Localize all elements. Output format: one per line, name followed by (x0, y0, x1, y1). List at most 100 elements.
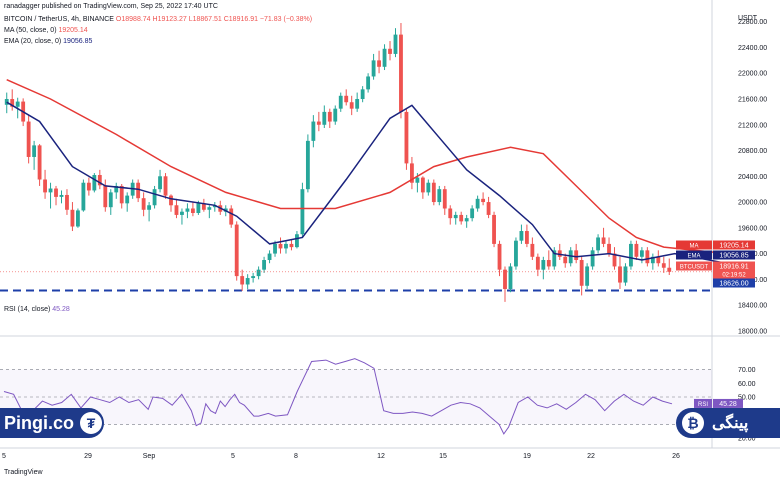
tether-coin-icon: ₮ (80, 412, 103, 434)
candle-body (327, 111, 332, 122)
candle-body (201, 203, 206, 210)
candle-body (141, 198, 146, 210)
candle-body (618, 266, 622, 283)
x-tick-label: 22 (587, 453, 595, 460)
candle-body (503, 269, 507, 289)
candle-body (163, 176, 168, 196)
candle-body (437, 189, 442, 203)
candle-body (256, 269, 261, 277)
candle-body (26, 121, 31, 157)
candle-body (415, 177, 420, 183)
candle-body (196, 203, 201, 213)
candle-body (152, 189, 157, 206)
price-tag-value-bg (713, 250, 755, 260)
pingi-brand-badge: Pingi.co ₮ (0, 408, 104, 438)
candle-body (650, 256, 655, 264)
x-tick-label: 5 (2, 453, 6, 460)
candle-body (284, 243, 288, 249)
candle-body (322, 111, 327, 125)
candle-body (464, 218, 469, 222)
candle-body (10, 99, 15, 107)
candle-body (486, 202, 491, 215)
ohlc-values: O18988.74 H19123.27 L18867.51 C18916.91 … (115, 16, 313, 23)
candle-body (305, 140, 310, 190)
candle-body (481, 198, 486, 203)
price-tag-value: 19056.85 (719, 253, 748, 260)
candle-body (645, 250, 650, 264)
price-tag-value-bg (713, 261, 755, 279)
candle-body (190, 208, 195, 213)
pingi-persian-brand-badge: ₿ پینگی (676, 408, 780, 438)
candle-body (470, 208, 475, 219)
candle-body (81, 182, 86, 211)
candle-body (634, 243, 639, 257)
x-tick-label: 15 (439, 453, 447, 460)
candle-body (92, 175, 97, 191)
candle-body (579, 260, 584, 286)
x-tick-label: 5 (231, 453, 235, 460)
candle-body (338, 95, 343, 109)
candle-body (508, 266, 513, 289)
rsi-tick-label: 50.00 (738, 395, 756, 402)
candle-body (136, 182, 141, 199)
price-tag-label: MA (690, 244, 699, 250)
candle-body (661, 263, 666, 268)
candle-body (229, 208, 234, 225)
ma50-line (6, 79, 725, 254)
bitcoin-coin-icon: ₿ (682, 412, 704, 434)
ema-legend-label: EMA (20, close, 0) (4, 38, 62, 45)
candle-body (524, 231, 529, 244)
y-tick-label: 21200.00 (738, 122, 767, 129)
candle-body (240, 276, 245, 285)
candle-body (108, 192, 113, 208)
candle-body (404, 111, 409, 164)
currency-label: USDT (738, 15, 758, 22)
candle-body (316, 121, 321, 125)
price-tag-value: 19205.14 (719, 243, 748, 250)
candle-body (585, 266, 590, 286)
candle-body (70, 209, 75, 227)
rsi-legend-label: RSI (14, close) (4, 306, 51, 313)
rsi-tick-label: 20.00 (738, 436, 756, 443)
candle-body (453, 214, 458, 219)
candle-body (125, 195, 130, 204)
candle-body (420, 177, 425, 193)
ma-legend: MA (50, close, 0) 19205.14 (4, 27, 88, 34)
rsi-legend: RSI (14, close) 45.28 (4, 306, 70, 313)
candle-body (459, 214, 464, 222)
candle-body (607, 243, 611, 254)
candle-body (639, 250, 644, 257)
price-tag-label-bg (676, 261, 712, 271)
candle-body (535, 256, 540, 270)
rsi-tick-label: 60.00 (738, 381, 756, 388)
candle-body (388, 48, 392, 54)
price-tag-value-bg (713, 240, 755, 250)
price-tag-label-bg (676, 240, 712, 250)
candle-body (568, 250, 573, 264)
candle-body (119, 185, 124, 204)
candle-body (393, 34, 398, 54)
candle-body (180, 211, 184, 215)
publisher-watermark: ranadagger published on TradingView.com,… (4, 3, 218, 10)
candle-body (410, 163, 414, 183)
candle-body (519, 231, 524, 241)
candle-body (97, 175, 102, 186)
rsi-tick-label: 70.00 (738, 367, 756, 374)
candle-body (344, 95, 349, 103)
candle-body (426, 182, 431, 193)
candle-body (530, 243, 535, 257)
x-tick-label: 19 (523, 453, 531, 460)
rsi-legend-value: 45.28 (52, 306, 70, 313)
candle-body (15, 101, 20, 107)
candle-body (629, 243, 633, 267)
y-tick-label: 19600.00 (738, 225, 767, 232)
candle-body (48, 188, 53, 193)
candle-body (601, 237, 606, 244)
candle-body (273, 243, 277, 254)
candle-body (563, 256, 568, 264)
ma-legend-label: MA (50, close, 0) (4, 27, 57, 34)
candle-body (43, 179, 47, 193)
candle-body (65, 194, 69, 210)
y-tick-label: 18400.00 (738, 303, 767, 310)
rsi-tag-label: RSI (698, 402, 708, 408)
